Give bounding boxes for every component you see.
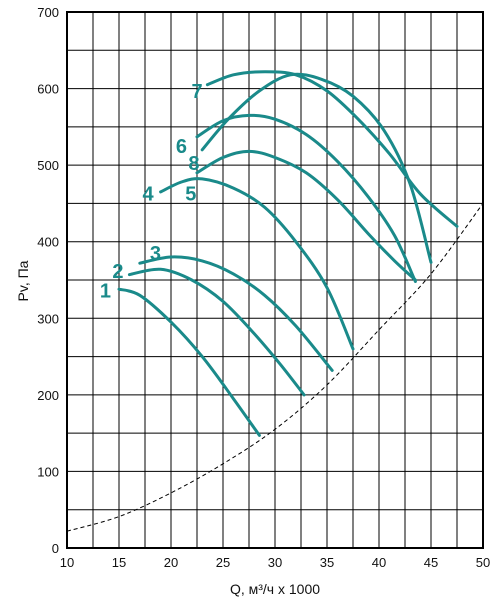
- x-tick-label: 40: [372, 555, 386, 570]
- curve-label-1: 1: [100, 281, 111, 303]
- x-tick-label: 45: [424, 555, 438, 570]
- y-tick-label: 500: [37, 158, 59, 173]
- y-tick-label: 200: [37, 388, 59, 403]
- plot-frame: [66, 11, 484, 549]
- x-axis-label: Q, м³/ч x 1000: [230, 581, 320, 597]
- fan-curve-2: [127, 267, 306, 397]
- y-tick-label: 700: [37, 5, 59, 20]
- x-tick-label: 20: [164, 555, 178, 570]
- x-tick-label: 25: [216, 555, 230, 570]
- x-tick-label: 15: [112, 555, 126, 570]
- curve-label-3: 3: [150, 243, 161, 265]
- grid: [67, 12, 483, 548]
- y-axis-label: Pv, Па: [15, 260, 31, 301]
- curve-label-4: 4: [143, 183, 155, 205]
- curve-label-6: 6: [176, 136, 187, 158]
- y-tick-label: 100: [37, 464, 59, 479]
- fan-curve-5: [195, 149, 417, 282]
- network-curve: [66, 203, 484, 532]
- network-curve-layer: [66, 203, 484, 532]
- series-layer: 12 3 4 5 6 7 8: [100, 70, 459, 437]
- x-tick-label: 10: [60, 555, 74, 570]
- x-tick-label: 50: [476, 555, 490, 570]
- fan-curve-1: [117, 287, 261, 437]
- fan-curve-8: [200, 72, 433, 264]
- y-tick-label: 300: [37, 311, 59, 326]
- plot-border: [66, 11, 484, 549]
- y-tick-label: 400: [37, 235, 59, 250]
- curve-label-5: 5: [185, 183, 196, 205]
- curve-label-2: 2: [112, 261, 123, 283]
- curve-label-7: 7: [191, 81, 202, 103]
- curve-label-8: 8: [188, 153, 199, 175]
- fan-curve-3: [138, 255, 334, 372]
- x-tick-label: 35: [320, 555, 334, 570]
- y-tick-label: 600: [37, 82, 59, 97]
- y-tick-label: 0: [52, 541, 59, 556]
- x-tick-label: 30: [268, 555, 282, 570]
- fan-curve-4: [159, 177, 355, 351]
